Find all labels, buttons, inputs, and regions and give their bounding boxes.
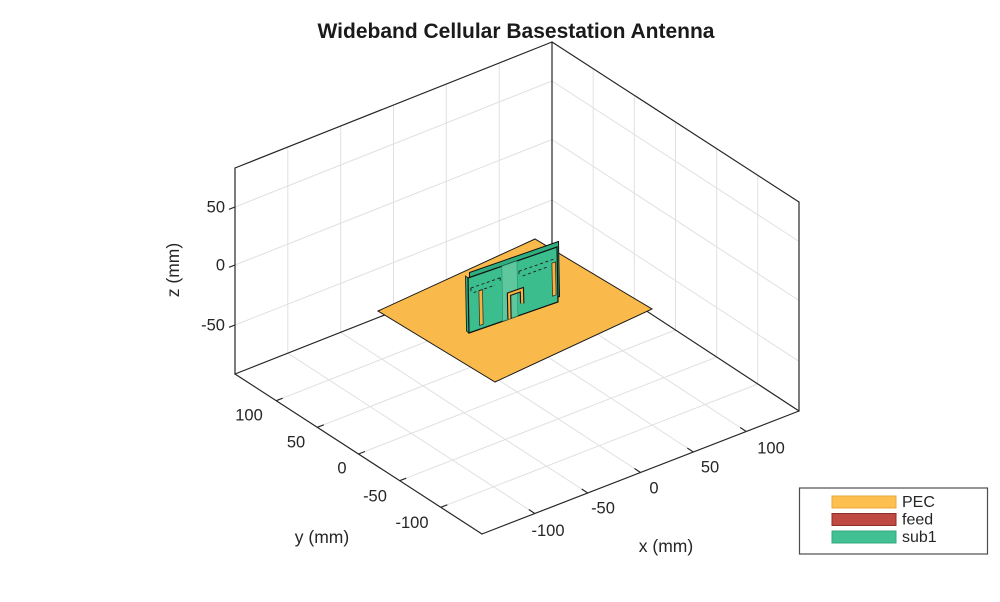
x-tick-labels: -100 -50 0 50 100: [531, 440, 784, 541]
tick-mark: [228, 264, 236, 268]
grid-line: [551, 80, 800, 242]
z-tick-label: 50: [207, 199, 225, 217]
y-tick-label: -100: [395, 514, 428, 532]
grid-line: [234, 139, 553, 266]
z-tick-labels: -50 0 50: [201, 199, 225, 335]
y-axis-label: y (mm): [295, 527, 349, 547]
grid-line: [440, 383, 758, 508]
grid-line: [399, 356, 717, 482]
z-tick-label: 0: [216, 257, 225, 275]
grid-line: [234, 199, 553, 326]
tick-mark: [276, 397, 283, 402]
x-tick-label: 0: [649, 480, 658, 498]
x-axis-label: x (mm): [639, 536, 693, 556]
legend-label-feed: feed: [902, 512, 933, 529]
legend-label-sub1: sub1: [902, 529, 937, 546]
tick-mark: [228, 206, 236, 210]
tick-mark: [399, 477, 407, 482]
dashed-edge: [522, 266, 549, 277]
trace-strip-right: [551, 261, 557, 297]
y-tick-label: 100: [235, 407, 263, 425]
tick-mark: [358, 450, 366, 455]
tick-mark: [228, 324, 236, 328]
left-wall-grid: [234, 63, 553, 354]
grid-line: [358, 329, 676, 455]
plot-title: Wideband Cellular Basestation Antenna: [318, 20, 715, 43]
x-tick-label: -50: [591, 500, 615, 518]
z-axis-ticks: [228, 206, 236, 328]
y-tick-label: 50: [287, 434, 305, 452]
y-axis-ticks: [276, 397, 448, 508]
box-edge: [234, 41, 553, 169]
right-wall-grid: [551, 68, 800, 384]
legend-swatch-feed: [831, 513, 897, 526]
z-axis-label: z (mm): [163, 243, 183, 297]
tick-mark: [528, 509, 536, 514]
box-edge: [551, 41, 800, 203]
x-axis-ticks: [528, 427, 747, 514]
dashed-edge: [518, 258, 554, 272]
grid-line: [551, 139, 800, 301]
legend-swatch-pec: [831, 495, 897, 509]
substrate-overlap-band: [501, 260, 519, 322]
tick-mark: [440, 504, 448, 508]
y-tick-label: 0: [337, 460, 346, 478]
x-tick-label: 50: [701, 459, 719, 477]
legend-label-pec: PEC: [902, 494, 935, 511]
grid-line: [551, 199, 800, 362]
x-tick-label: 100: [757, 440, 785, 458]
tick-mark: [317, 424, 324, 428]
tick-mark: [739, 427, 747, 432]
dashed-edge: [473, 284, 496, 294]
tick-mark: [634, 468, 641, 473]
feed-loop: [507, 288, 524, 319]
legend-swatch-sub1: [831, 530, 897, 544]
y-tick-label: -50: [363, 488, 387, 506]
trace-strip-left: [478, 289, 484, 326]
tick-mark: [686, 447, 694, 453]
tick-mark: [581, 488, 589, 494]
z-tick-label: -50: [201, 317, 225, 335]
y-tick-labels: -100 -50 0 50 100: [235, 407, 428, 533]
hidden-edge-dashes: [470, 258, 554, 294]
legend: PEC feed sub1: [798, 487, 989, 555]
x-tick-label: -100: [531, 522, 564, 540]
grid-line: [234, 80, 553, 208]
